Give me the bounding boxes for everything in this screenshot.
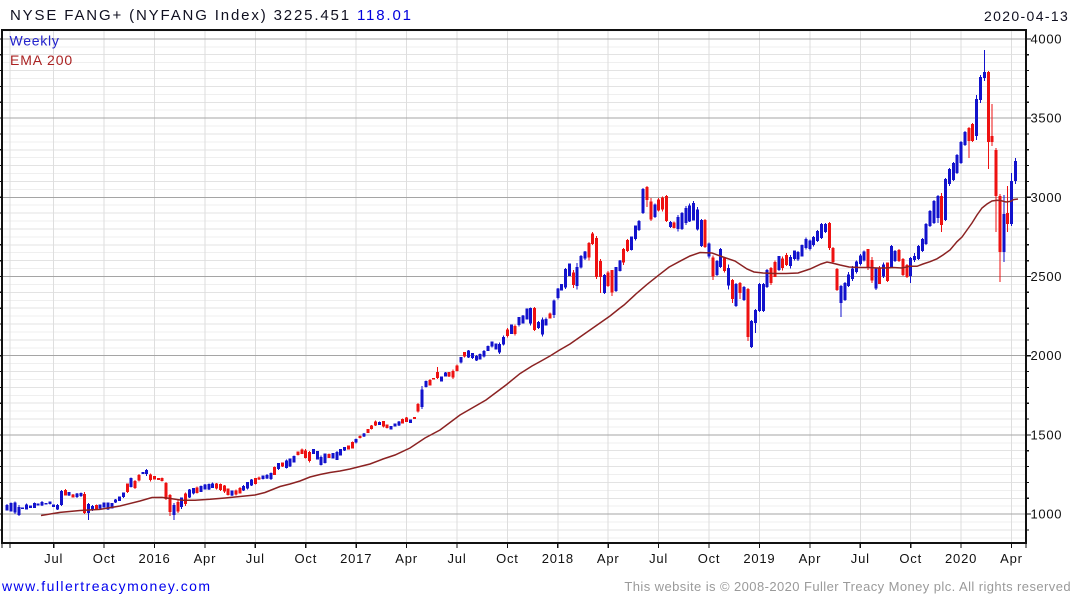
svg-text:2017: 2017 — [340, 551, 372, 566]
svg-text:Apr: Apr — [395, 551, 418, 566]
svg-text:Oct: Oct — [698, 551, 721, 566]
svg-text:Oct: Oct — [899, 551, 922, 566]
svg-text:EMA 200: EMA 200 — [10, 52, 73, 68]
svg-text:Apr: Apr — [1000, 551, 1023, 566]
svg-text:1000: 1000 — [1031, 507, 1063, 522]
svg-text:Apr: Apr — [194, 551, 217, 566]
svg-text:Apr: Apr — [799, 551, 822, 566]
svg-text:1500: 1500 — [1031, 427, 1063, 442]
svg-text:2016: 2016 — [138, 551, 170, 566]
svg-text:2019: 2019 — [743, 551, 775, 566]
svg-text:2020: 2020 — [945, 551, 977, 566]
svg-text:3500: 3500 — [1031, 111, 1063, 126]
svg-text:2500: 2500 — [1031, 269, 1063, 284]
svg-text:Jul: Jul — [447, 551, 466, 566]
svg-text:Jul: Jul — [851, 551, 870, 566]
svg-text:Oct: Oct — [496, 551, 519, 566]
svg-text:Weekly: Weekly — [10, 32, 60, 48]
svg-text:4000: 4000 — [1031, 31, 1063, 46]
svg-text:2018: 2018 — [542, 551, 574, 566]
svg-text:Jul: Jul — [44, 551, 63, 566]
svg-text:Jul: Jul — [246, 551, 265, 566]
svg-text:Oct: Oct — [93, 551, 116, 566]
svg-text:Jul: Jul — [649, 551, 668, 566]
svg-text:Oct: Oct — [294, 551, 317, 566]
svg-text:3000: 3000 — [1031, 190, 1063, 205]
svg-text:2000: 2000 — [1031, 348, 1063, 363]
svg-text:Apr: Apr — [597, 551, 620, 566]
